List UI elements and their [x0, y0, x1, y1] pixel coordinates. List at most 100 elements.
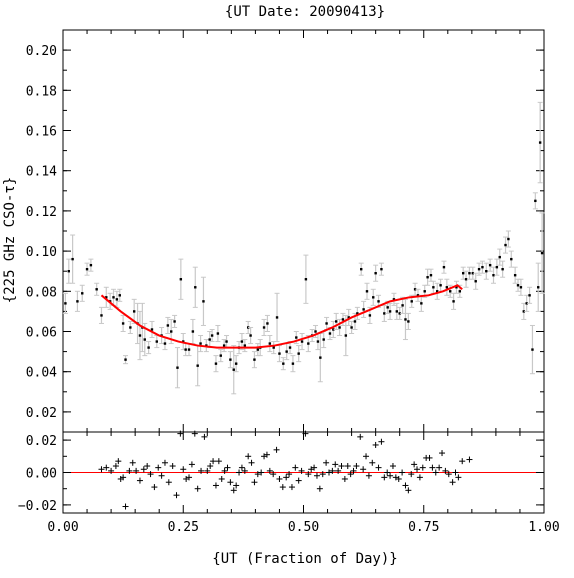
x-tick-label: 0.50 — [288, 520, 319, 535]
data-point — [170, 330, 173, 333]
data-point — [253, 358, 256, 361]
data-point — [335, 320, 338, 323]
residual-point — [387, 472, 394, 479]
residual-point — [254, 471, 261, 478]
residual-point — [158, 472, 165, 479]
y-tick-label: 0.14 — [26, 165, 57, 180]
residual-point — [215, 458, 222, 465]
data-point — [474, 280, 477, 283]
data-point — [341, 318, 345, 321]
data-point — [362, 308, 365, 311]
residual-point — [236, 469, 243, 476]
residual-point — [276, 475, 283, 482]
residual-point — [191, 430, 198, 437]
data-point — [64, 302, 67, 305]
residual-point — [186, 474, 193, 481]
data-point — [439, 284, 442, 287]
residual-point — [442, 467, 449, 474]
data-point — [464, 278, 468, 281]
data-point — [304, 278, 308, 281]
data-point — [410, 300, 413, 303]
data-point — [314, 330, 317, 333]
data-point — [432, 286, 435, 289]
residual-point — [177, 430, 184, 437]
residual-point — [140, 466, 147, 473]
residual-point — [459, 458, 466, 465]
data-point — [377, 300, 380, 303]
data-point — [319, 356, 322, 359]
data-point — [222, 344, 226, 347]
residual-point — [151, 484, 158, 491]
residual-point — [188, 461, 195, 468]
residual-point — [263, 451, 270, 458]
residual-point — [266, 467, 273, 474]
data-point — [540, 251, 544, 255]
data-point — [132, 310, 136, 313]
residual-point — [173, 492, 180, 499]
data-point — [501, 267, 504, 271]
data-point — [208, 338, 211, 341]
data-point — [445, 286, 449, 289]
data-point — [525, 302, 528, 305]
y-tick-label: −0.02 — [18, 499, 57, 514]
residual-point — [103, 464, 110, 471]
residual-point — [335, 467, 342, 474]
residual-point — [198, 467, 205, 474]
residual-point — [429, 464, 436, 471]
data-point — [420, 302, 423, 305]
y-tick-label: 0.04 — [26, 366, 57, 381]
data-point — [143, 338, 146, 341]
residual-point — [133, 467, 140, 474]
data-point — [155, 340, 158, 343]
data-point — [202, 300, 205, 303]
data-point — [538, 141, 542, 144]
data-point — [322, 338, 325, 341]
residual-point — [136, 477, 143, 484]
main-plot-panel: 0.02 0.04 0.06 0.08 0.10 0.12 0.14 0.16 0.18 0.20 — [26, 29, 545, 433]
y-tick-label: 0.08 — [26, 285, 57, 300]
residual-point — [432, 469, 439, 476]
residual-point — [350, 467, 357, 474]
data-point — [404, 318, 407, 321]
data-point — [455, 286, 458, 289]
residual-point — [270, 471, 277, 478]
residual-point — [144, 463, 151, 470]
residual-point — [323, 459, 330, 466]
residual-point — [369, 459, 376, 466]
data-point — [76, 300, 79, 303]
data-point — [138, 334, 142, 337]
residual-point — [122, 503, 129, 510]
data-point — [507, 237, 510, 241]
residual-point — [360, 466, 367, 473]
data-point — [199, 342, 202, 345]
residual-point — [286, 471, 293, 478]
residual-point — [238, 464, 245, 471]
residual-point — [112, 463, 119, 470]
data-point — [288, 346, 292, 349]
residual-point — [365, 472, 372, 479]
residual-point — [248, 459, 255, 466]
data-point — [383, 312, 386, 315]
residual-point — [329, 467, 336, 474]
y-tick-label: 0.16 — [26, 125, 57, 140]
data-point — [95, 288, 98, 291]
data-point — [458, 290, 462, 293]
data-point — [187, 348, 191, 351]
y-tick-label: 0.06 — [26, 326, 57, 341]
residual-point — [416, 474, 423, 481]
data-point — [516, 284, 520, 287]
data-point — [219, 354, 222, 357]
data-point — [105, 296, 108, 299]
residual-point — [120, 474, 127, 481]
residual-point — [169, 463, 176, 470]
data-point — [372, 296, 375, 299]
data-point — [344, 334, 348, 337]
data-point — [388, 310, 392, 313]
residual-point — [341, 475, 348, 482]
residual-point — [381, 474, 388, 481]
residual-point — [445, 471, 452, 478]
residual-point — [161, 459, 168, 466]
residual-point — [227, 479, 234, 486]
residual-point — [332, 461, 339, 468]
data-point — [423, 290, 426, 293]
